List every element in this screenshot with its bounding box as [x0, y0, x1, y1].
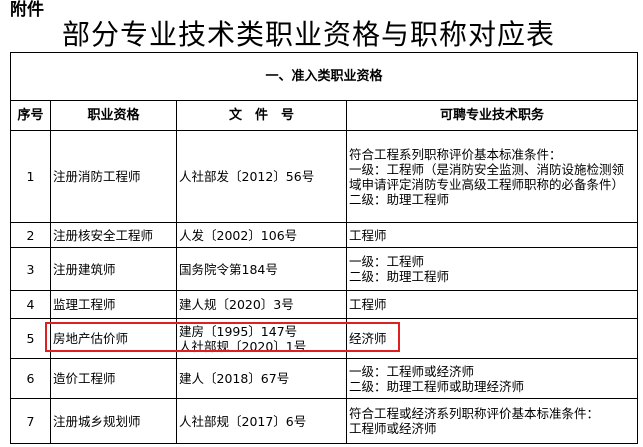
section-title: 一、准入类职业资格	[9, 52, 639, 101]
positions-cell: 一级：工程师 二级：助理工程师	[345, 247, 639, 291]
qualification-cell: 注册建筑师	[50, 247, 177, 291]
table-row: 7 注册城乡规划师 人社部规〔2017〕6号 符合工程或经济系列职称评价基本标准条件：…	[10, 398, 639, 444]
column-header: 职业资格	[50, 100, 177, 131]
row-number: 3	[10, 247, 51, 291]
qualification-cell: 注册城乡规划师	[50, 398, 177, 444]
positions-cell: 工程师	[345, 222, 639, 248]
position-line: 一级：工程师	[349, 254, 425, 269]
position-line: 经济师	[349, 331, 387, 346]
position-line: 工程师	[349, 297, 387, 312]
row-number: 6	[10, 358, 51, 399]
document-cell: 人发〔2002〕106号	[176, 222, 347, 248]
document-number: 建人〔2018〕67号	[179, 371, 290, 386]
highlight-box	[45, 322, 400, 352]
positions-cell: 符合工程系列职称评价基本标准条件： 一级：工程师（是消防安全监测、消防设施检测领域…	[345, 130, 639, 223]
position-line: 工程师	[349, 227, 387, 243]
column-header: 文 件 号	[176, 100, 347, 131]
table-row: 5 房地产估价师 建房〔1995〕147号 人社部规〔2020〕1号 经济师	[10, 318, 639, 359]
row-number: 5	[10, 318, 51, 359]
document-number: 国务院令第184号	[179, 261, 278, 277]
document-cell: 人社部发〔2012〕56号	[176, 130, 347, 223]
section-row: 一、准入类职业资格	[9, 52, 639, 101]
document-number: 建房〔1995〕147号	[179, 323, 298, 339]
position-line: 符合工程系列职称评价基本标准条件：	[349, 146, 562, 162]
row-number: 2	[10, 222, 51, 248]
qualification-cell: 注册核安全工程师	[50, 222, 177, 248]
document-cell: 国务院令第184号	[176, 247, 347, 291]
qualification-cell: 注册消防工程师	[50, 130, 177, 223]
position-line: 符合工程或经济系列职称评价基本标准条件：	[349, 406, 600, 421]
document-cell: 建人〔2018〕67号	[176, 358, 347, 399]
positions-cell: 经济师	[345, 318, 639, 359]
table-row: 6 造价工程师 建人〔2018〕67号 一级：工程师或经济师 二级：助理工程师或助理经济…	[10, 358, 639, 399]
position-line: 二级：助理工程师	[349, 269, 450, 284]
qualification-cell: 监理工程师	[50, 290, 177, 319]
document-cell: 建人规〔2020〕3号	[176, 290, 347, 319]
position-line: 一级：工程师或经济师	[349, 363, 475, 379]
table-row: 1 注册消防工程师 人社部发〔2012〕56号 符合工程系列职称评价基本标准条件： 一级…	[10, 130, 639, 223]
position-line: 工程师或经济师	[349, 421, 437, 436]
position-line: 二级：助理工程师或助理经济师	[349, 378, 525, 394]
page-title: 部分专业技术类职业资格与职称对应表	[62, 18, 556, 51]
row-number: 7	[10, 398, 51, 444]
qualification-cell: 造价工程师	[50, 358, 177, 399]
table-row: 3 注册建筑师 国务院令第184号 一级：工程师 二级：助理工程师	[10, 247, 639, 291]
document-number: 人社部规〔2020〕1号	[179, 338, 307, 354]
document-number: 人社部发〔2012〕56号	[179, 169, 315, 184]
positions-cell: 符合工程或经济系列职称评价基本标准条件： 工程师或经济师	[345, 398, 639, 444]
position-line: 二级：助理工程师	[349, 191, 450, 207]
document-number: 人社部规〔2017〕6号	[179, 413, 307, 429]
table-row: 2 注册核安全工程师 人发〔2002〕106号 工程师	[10, 222, 639, 248]
row-number: 1	[10, 130, 51, 223]
header-row: 序号 职业资格 文 件 号 可聘专业技术职务	[10, 100, 639, 131]
qualification-table: 一、准入类职业资格 序号 职业资格 文 件 号 可聘专业技术职务 1 注册消防工程…	[9, 52, 639, 444]
position-line: 一级：工程师（是消防安全监测、消防设施检测领域申请评定消防专业高级工程师职称的必…	[349, 161, 625, 192]
document-number: 建人规〔2020〕3号	[179, 297, 294, 312]
document-number: 人发〔2002〕106号	[179, 227, 298, 243]
row-number: 4	[10, 290, 51, 319]
column-header: 序号	[10, 100, 51, 131]
column-header: 可聘专业技术职务	[345, 100, 639, 131]
positions-cell: 一级：工程师或经济师 二级：助理工程师或助理经济师	[345, 358, 639, 399]
table-row: 4 监理工程师 建人规〔2020〕3号 工程师	[10, 290, 639, 319]
positions-cell: 工程师	[345, 290, 639, 319]
document-cell: 人社部规〔2017〕6号	[176, 398, 347, 444]
attachment-label: 附件	[10, 0, 44, 20]
